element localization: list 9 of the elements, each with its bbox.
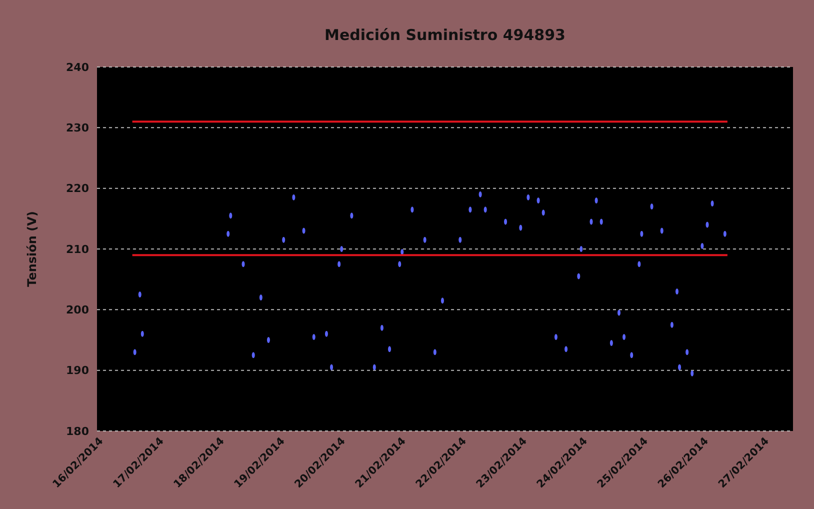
y-tick-label: 200 bbox=[66, 304, 90, 317]
y-tick-label: 190 bbox=[66, 364, 90, 378]
y-tick-label: 180 bbox=[66, 424, 90, 438]
y-tick-label: 210 bbox=[66, 242, 90, 256]
chart-title: Medición Suministro 494893 bbox=[324, 26, 566, 44]
y-tick-label: 240 bbox=[66, 60, 90, 74]
y-tick-label: 220 bbox=[66, 182, 90, 196]
y-axis-title: Tensión (V) bbox=[25, 211, 39, 287]
y-tick-label: 230 bbox=[66, 122, 90, 135]
